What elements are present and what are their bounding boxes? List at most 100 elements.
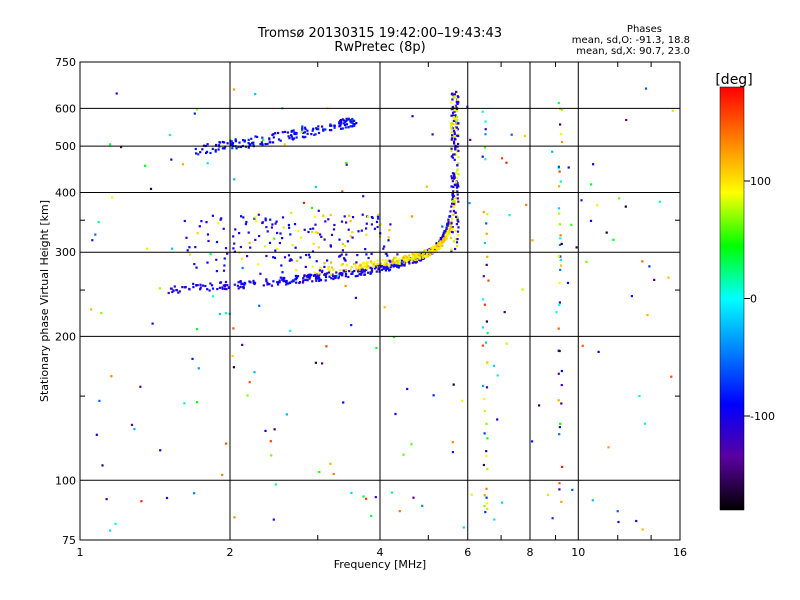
data-point: [232, 366, 235, 369]
data-point: [205, 151, 208, 155]
data-point: [304, 278, 307, 281]
data-point: [558, 223, 561, 226]
data-point: [439, 238, 442, 241]
data-point: [286, 131, 289, 134]
data-point: [382, 247, 385, 250]
data-point: [447, 220, 450, 224]
data-point: [204, 284, 207, 288]
data-point: [292, 129, 295, 132]
data-point: [456, 164, 459, 167]
data-point: [171, 290, 174, 294]
data-point: [294, 246, 297, 249]
data-point: [570, 223, 573, 226]
data-point: [394, 258, 397, 261]
data-point: [428, 249, 431, 252]
data-point: [218, 141, 221, 144]
data-point: [641, 260, 644, 263]
data-point: [221, 147, 224, 150]
data-point: [315, 128, 318, 131]
data-point: [468, 202, 471, 205]
data-point: [559, 258, 562, 261]
data-point: [264, 429, 267, 432]
data-point: [452, 227, 455, 230]
data-point: [195, 284, 198, 287]
data-point: [206, 233, 210, 236]
data-point: [350, 491, 353, 494]
data-point: [485, 502, 488, 505]
data-point: [451, 105, 454, 109]
data-point: [319, 278, 322, 281]
data-point: [419, 252, 423, 255]
data-point: [306, 132, 309, 135]
x-axis-label: Frequency [MHz]: [334, 558, 426, 571]
data-point: [451, 93, 455, 96]
data-point: [252, 141, 255, 144]
data-point: [451, 180, 454, 183]
data-point: [551, 150, 554, 153]
data-point: [590, 183, 593, 186]
data-point: [376, 225, 379, 229]
data-point: [365, 227, 368, 230]
data-point: [450, 149, 453, 153]
data-point: [197, 367, 200, 370]
data-point: [451, 134, 454, 137]
data-point: [279, 232, 282, 235]
data-point: [359, 266, 362, 269]
data-point: [312, 242, 315, 245]
data-point: [406, 258, 409, 261]
data-point: [335, 274, 338, 278]
data-point: [431, 249, 434, 252]
data-point: [354, 263, 357, 266]
data-point: [367, 256, 370, 260]
data-point: [422, 255, 425, 258]
data-point: [356, 254, 359, 257]
data-point: [109, 143, 112, 146]
data-point: [206, 288, 209, 291]
data-point: [268, 241, 272, 244]
data-point: [581, 344, 584, 347]
data-point: [349, 219, 352, 223]
data-point: [391, 262, 394, 265]
data-point: [224, 145, 227, 148]
data-point: [344, 275, 347, 278]
data-point: [307, 230, 310, 234]
data-point: [454, 247, 457, 251]
data-point: [372, 264, 375, 268]
data-point: [414, 255, 417, 258]
data-point: [306, 129, 309, 132]
data-point: [341, 273, 344, 277]
data-point: [618, 197, 621, 200]
data-point: [484, 341, 488, 344]
data-point: [371, 263, 374, 266]
data-point: [172, 289, 175, 292]
data-point: [455, 184, 458, 187]
data-point: [231, 142, 235, 145]
data-point: [199, 283, 202, 286]
data-point: [648, 265, 651, 268]
data-point: [144, 164, 147, 167]
data-point: [375, 266, 378, 269]
data-point: [303, 136, 306, 139]
data-point: [196, 232, 199, 235]
data-point: [421, 256, 425, 259]
data-point: [321, 125, 324, 128]
data-point: [433, 245, 436, 248]
data-point: [455, 223, 458, 226]
data-point: [413, 253, 416, 256]
data-point: [281, 216, 285, 219]
data-point: [339, 254, 342, 257]
data-point: [410, 443, 413, 446]
data-point: [487, 279, 490, 282]
data-point: [560, 500, 563, 503]
data-point: [635, 519, 638, 523]
data-point: [333, 275, 336, 278]
data-point: [289, 329, 292, 332]
data-point: [384, 259, 387, 262]
data-point: [484, 128, 487, 131]
data-point: [456, 190, 459, 193]
data-point: [445, 232, 448, 235]
data-point: [91, 239, 94, 242]
data-point: [184, 286, 187, 289]
data-point: [384, 269, 387, 272]
data-point: [360, 271, 363, 274]
